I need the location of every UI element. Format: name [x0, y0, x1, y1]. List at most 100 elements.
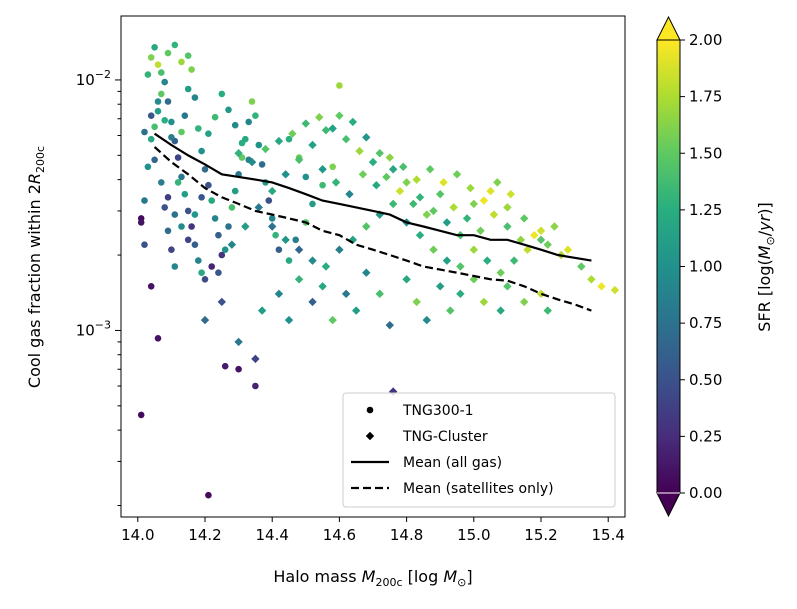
- colorbar-extend-bottom: [656, 492, 681, 518]
- tng300-point: [184, 52, 192, 59]
- tng-cluster-point: [412, 297, 421, 307]
- tng300-point: [221, 362, 229, 370]
- tng300-point: [144, 163, 152, 171]
- tng-cluster-point: [412, 175, 421, 184]
- tng300-point: [184, 207, 192, 215]
- x-tick-label: 14.0: [121, 526, 154, 544]
- tng300-point: [141, 197, 148, 204]
- tng300-point: [211, 113, 219, 121]
- tng300-point: [292, 236, 300, 244]
- tng-cluster-point: [456, 289, 465, 299]
- tng300-point: [158, 69, 165, 76]
- tng-cluster-point: [415, 231, 425, 240]
- tng300-point: [211, 215, 219, 222]
- tng300-point: [171, 263, 179, 270]
- tng300-point: [154, 98, 162, 105]
- tng300-point: [174, 179, 182, 186]
- tng-cluster-point: [355, 146, 364, 156]
- tng-cluster-point: [563, 245, 573, 254]
- tng-cluster-point: [358, 170, 368, 179]
- tng300-point: [329, 163, 337, 171]
- tng300-point: [225, 223, 232, 230]
- tng-cluster-point: [234, 148, 243, 158]
- tng-cluster-point: [523, 245, 532, 254]
- tng-cluster-point: [543, 306, 552, 315]
- tng300-point: [174, 154, 182, 161]
- legend-label: TNG-Cluster: [402, 429, 488, 445]
- tng300-point: [275, 246, 283, 253]
- tng-cluster-point: [442, 218, 452, 227]
- y-tick-label: 10−2: [76, 68, 111, 89]
- tng-cluster-point: [503, 222, 512, 231]
- tng-cluster-point: [308, 140, 317, 150]
- tng300-point: [158, 179, 165, 186]
- tng300-point: [248, 98, 256, 105]
- tng300-point: [228, 204, 236, 211]
- tng300-point: [201, 166, 209, 173]
- tng300-point: [255, 141, 263, 149]
- tng-cluster-point: [281, 170, 290, 179]
- tng300-point: [151, 156, 158, 164]
- tng300-point: [205, 491, 212, 499]
- tng-cluster-point: [425, 165, 435, 174]
- colorbar-tick-label: 0.25: [689, 427, 722, 445]
- tng300-point: [158, 90, 165, 98]
- tng300-point: [168, 118, 175, 126]
- x-tick-label: 14.6: [323, 526, 356, 544]
- tng300-point: [137, 219, 145, 226]
- tng300-point: [137, 411, 145, 419]
- tng-cluster-point: [436, 189, 445, 199]
- tng300-point: [181, 112, 189, 119]
- colorbar-tick-label: 0.50: [689, 371, 722, 389]
- tng300-point: [231, 187, 239, 195]
- tng-cluster-point: [429, 206, 438, 216]
- tng-cluster-point: [388, 199, 398, 209]
- tng300-point: [205, 181, 212, 189]
- colorbar-label: SFR [log(M⊙/yr)]: [755, 202, 777, 331]
- tng-cluster-point: [422, 210, 431, 219]
- legend-diamond-marker: [365, 431, 375, 441]
- tng-cluster-point: [395, 186, 405, 196]
- tng-cluster-point: [241, 222, 250, 231]
- tng300-point: [147, 283, 155, 290]
- tng300-point: [188, 223, 195, 230]
- tng300-point: [208, 263, 215, 270]
- tng300-point: [161, 78, 168, 86]
- tng-cluster-point: [520, 214, 529, 223]
- tng-cluster-point: [331, 178, 341, 187]
- tng300-point: [178, 58, 185, 66]
- tng300-point: [245, 118, 252, 126]
- tng-cluster-point: [456, 262, 465, 271]
- tng-cluster-point: [476, 226, 485, 235]
- tng-cluster-point: [462, 214, 472, 223]
- tng-cluster-point: [318, 165, 327, 174]
- legend-label: Mean (all gas): [403, 455, 502, 471]
- tng-cluster-point: [429, 245, 438, 254]
- tng-cluster-point: [274, 289, 284, 299]
- tng300-point: [141, 128, 148, 136]
- y-axis-label: Cool gas fraction within 2R200c: [25, 146, 47, 388]
- tng-cluster-point: [301, 119, 310, 128]
- tng-cluster-point: [415, 193, 425, 202]
- tng300-point: [161, 204, 168, 211]
- x-axis-label: Halo mass M200c [log M⊙]: [273, 567, 472, 589]
- tng-cluster-point: [335, 245, 344, 254]
- tng-cluster-point: [345, 189, 354, 199]
- tng-cluster-point: [402, 178, 411, 187]
- data-points: [137, 41, 620, 499]
- tng-cluster-point: [483, 256, 492, 265]
- tng-cluster-point: [294, 275, 304, 284]
- tng-cluster-point: [362, 222, 371, 231]
- tng-cluster-point: [247, 157, 257, 167]
- tng-cluster-point: [352, 306, 361, 315]
- tng-cluster-point: [388, 165, 398, 174]
- tng-cluster-point: [234, 337, 243, 347]
- tng-cluster-point: [321, 126, 331, 135]
- tng300-point: [336, 82, 343, 89]
- tng-cluster-point: [362, 133, 371, 142]
- tng300-point: [205, 130, 212, 137]
- tng-cluster-point: [469, 245, 478, 254]
- tng300-point: [144, 71, 152, 78]
- tng300-point: [168, 134, 175, 141]
- tng300-point: [252, 112, 259, 119]
